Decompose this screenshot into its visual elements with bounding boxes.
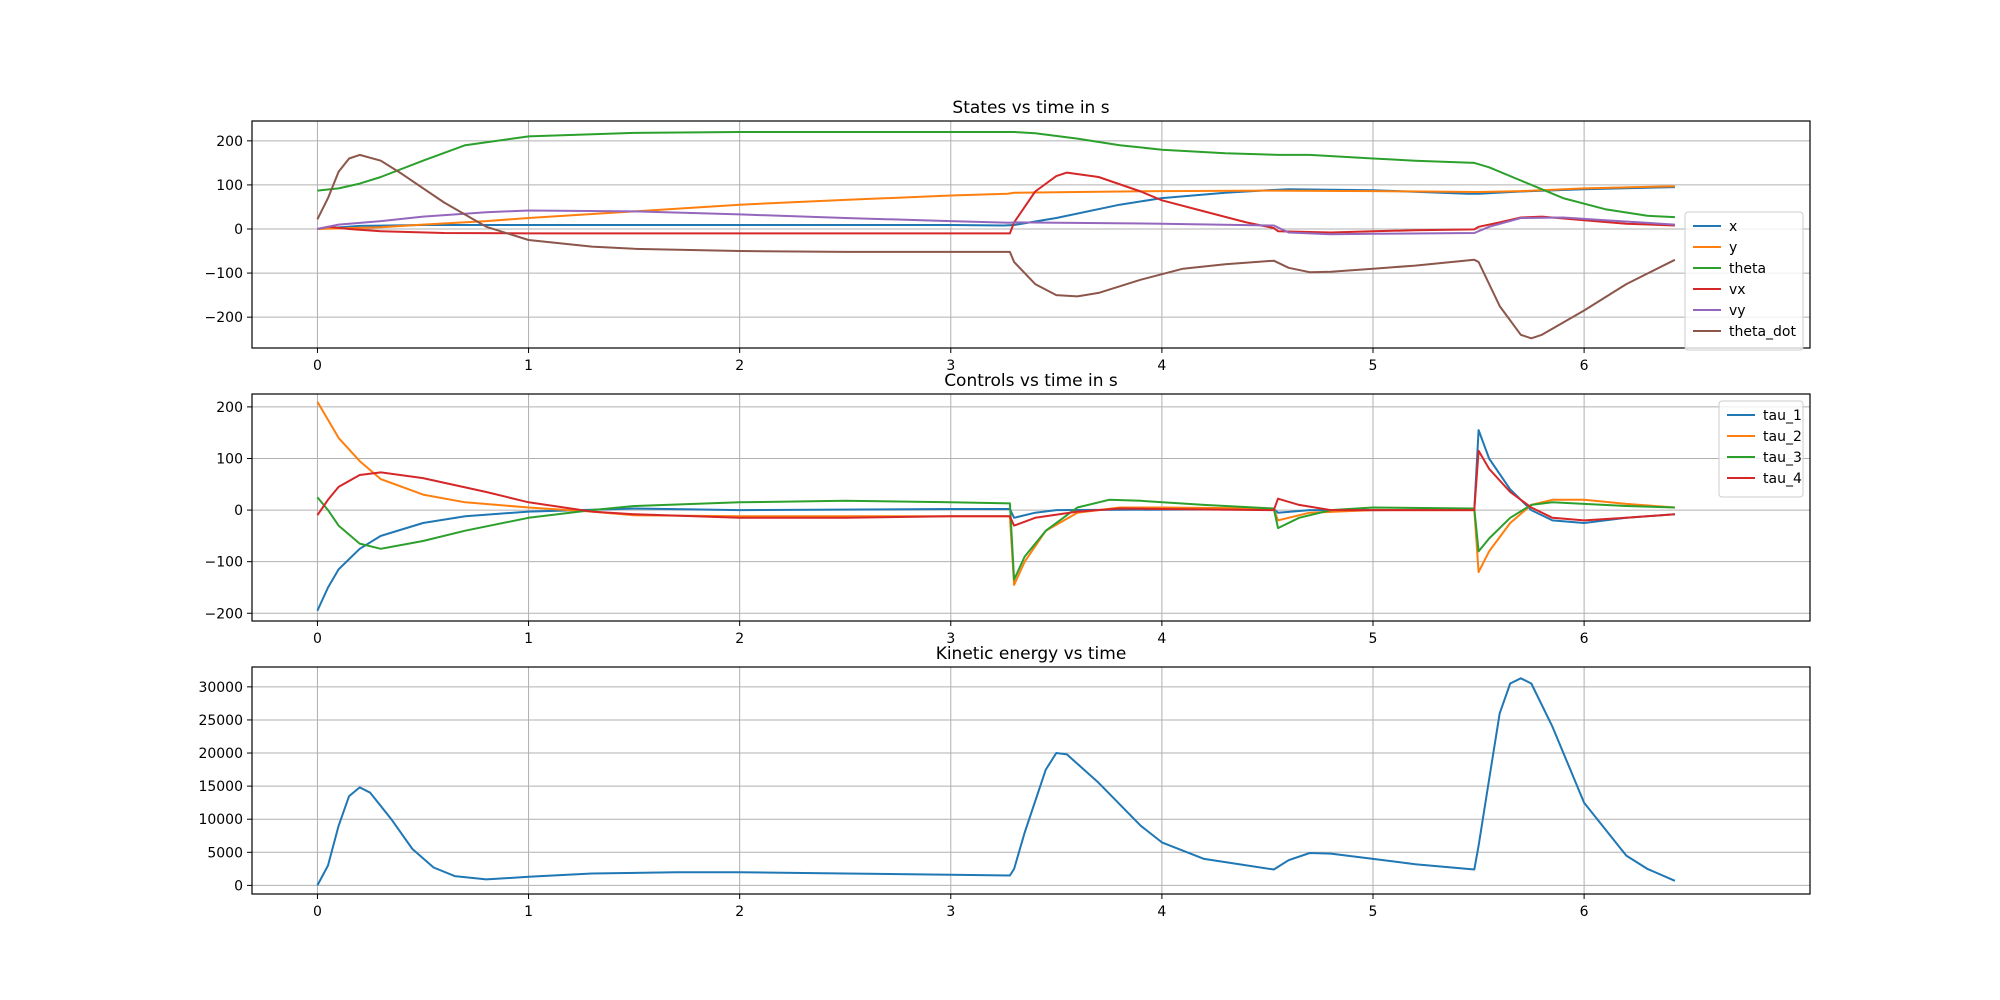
- legend-label: tau_2: [1763, 429, 1802, 445]
- legend-label: tau_1: [1763, 408, 1802, 424]
- subplot-2: 0 1 2 3 4 5 6 −200 −100 0 100 200 Controls vs time i…: [205, 371, 1811, 647]
- x-tick-label: 5: [1369, 358, 1378, 374]
- subplot-1: 0 1 2 3 4 5 6 −200 −100 0 100 200 States vs time in …: [205, 98, 1811, 374]
- series-line-tau-4: [316, 449, 1675, 527]
- y-tick-label: −200: [205, 310, 243, 326]
- x-tick-label: 2: [735, 904, 744, 920]
- series-line-tau-1: [316, 429, 1675, 612]
- axes-frame: [251, 666, 1811, 895]
- series-line-vy: [317, 209, 1675, 236]
- subplot-title: Controls vs time in s: [944, 371, 1118, 391]
- legend-label: y: [1729, 240, 1737, 256]
- legend-label: tau_3: [1763, 450, 1802, 466]
- x-tick-label: 4: [1157, 904, 1166, 920]
- x-tick-label: 4: [1157, 631, 1166, 647]
- x-tick-label: 5: [1369, 631, 1378, 647]
- y-tick-label: 0: [234, 878, 243, 894]
- y-tick-label: 200: [216, 400, 243, 416]
- x-tick-label: 2: [735, 631, 744, 647]
- subplot-title: States vs time in s: [952, 98, 1109, 118]
- x-tick-label: 1: [524, 904, 533, 920]
- x-tick-label: 0: [313, 358, 322, 374]
- axes-frame: [251, 393, 1811, 622]
- subplot-3: 0 1 2 3 4 5 6 0 5000 10000 15000 20000 25000 30000 Kin…: [198, 644, 1811, 920]
- legend-label: vx: [1729, 282, 1746, 298]
- x-tick-label: 6: [1580, 904, 1589, 920]
- legend-label: x: [1729, 219, 1737, 235]
- y-tick-label: 0: [234, 503, 243, 519]
- legend-label: theta_dot: [1729, 324, 1796, 340]
- series-line-x: [317, 186, 1675, 230]
- y-tick-label: 30000: [198, 680, 243, 696]
- y-tick-label: 200: [216, 134, 243, 150]
- series-line-theta-dot: [316, 153, 1676, 340]
- y-tick-label: 20000: [198, 746, 243, 762]
- axes-frame: [251, 120, 1811, 349]
- legend: tau_1 tau_2 tau_3 tau_4: [1718, 400, 1804, 498]
- x-tick-label: 1: [524, 358, 533, 374]
- x-tick-label: 3: [946, 631, 955, 647]
- x-tick-label: 5: [1369, 904, 1378, 920]
- x-tick-label: 0: [313, 904, 322, 920]
- legend-label: tau_4: [1763, 471, 1802, 487]
- series-line-theta: [317, 131, 1675, 219]
- y-tick-label: −200: [205, 606, 243, 622]
- y-tick-label: −100: [205, 555, 243, 571]
- series-line-y: [317, 185, 1675, 230]
- y-tick-label: 0: [234, 222, 243, 238]
- y-tick-label: 100: [216, 451, 243, 467]
- x-tick-label: 1: [524, 631, 533, 647]
- series-line-vx: [317, 171, 1675, 235]
- series-line-tau-3: [316, 496, 1675, 581]
- x-tick-label: 6: [1580, 631, 1589, 647]
- x-tick-label: 6: [1580, 358, 1589, 374]
- legend-label: vy: [1729, 303, 1746, 319]
- x-tick-label: 4: [1157, 358, 1166, 374]
- legend: xy theta vx vy theta_dot: [1684, 211, 1804, 351]
- series-line-series-1: [316, 677, 1676, 886]
- y-tick-label: 10000: [198, 812, 243, 828]
- y-tick-label: 5000: [207, 845, 243, 861]
- x-tick-label: 0: [313, 631, 322, 647]
- legend-label: theta: [1729, 261, 1766, 277]
- x-tick-label: 3: [946, 904, 955, 920]
- series-line-tau-2: [316, 401, 1675, 586]
- y-tick-label: −100: [205, 266, 243, 282]
- x-tick-label: 3: [946, 358, 955, 374]
- subplot-title: Kinetic energy vs time: [936, 644, 1127, 664]
- y-tick-label: 100: [216, 178, 243, 194]
- y-tick-label: 25000: [198, 713, 243, 729]
- x-tick-label: 2: [735, 358, 744, 374]
- legend-box: [1718, 400, 1804, 498]
- y-tick-label: 15000: [198, 779, 243, 795]
